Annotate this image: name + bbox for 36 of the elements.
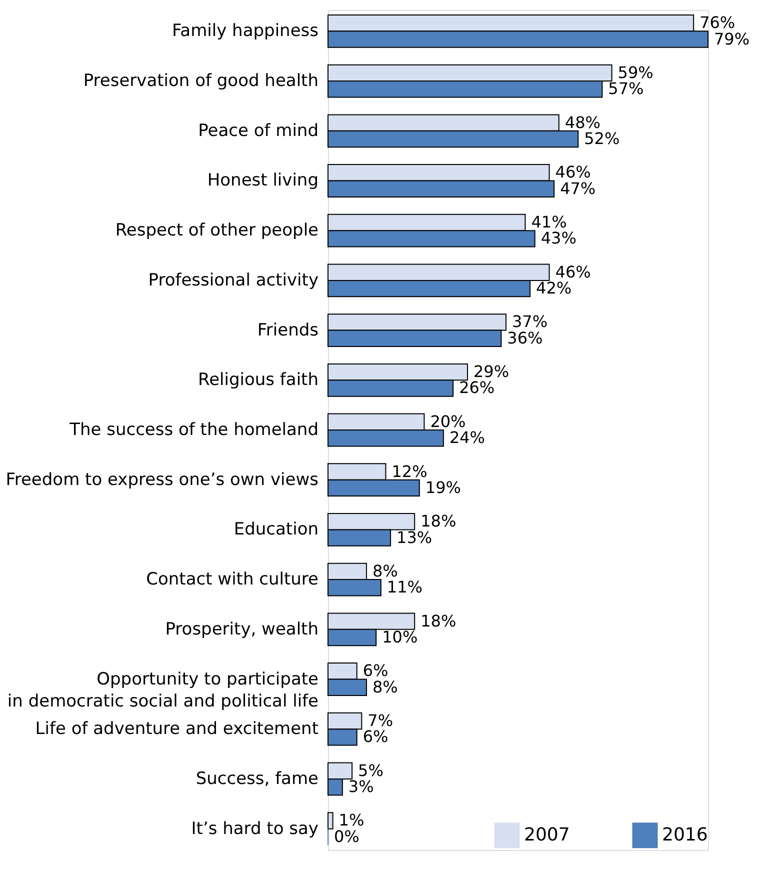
- y-tick-label: Life of adventure and excitement: [35, 719, 319, 740]
- data-label: 43%: [540, 228, 576, 248]
- y-tick-label: Prosperity, wealth: [165, 619, 318, 640]
- y-tick-label: Freedom to express one’s own views: [6, 470, 319, 490]
- y-tick-label: Peace of mind: [198, 120, 318, 141]
- y-tick-label: Family happiness: [172, 21, 319, 42]
- legend-label: 2007: [524, 824, 570, 846]
- y-tick-label: Religious faith: [198, 370, 318, 390]
- y-tick-label: Professional activity: [148, 270, 318, 290]
- y-tick-label: Education: [234, 520, 318, 540]
- y-tick-label: It’s hard to say: [191, 818, 318, 839]
- data-label: 11%: [386, 578, 422, 597]
- y-tick-label: Friends: [257, 320, 319, 340]
- y-tick-label: The success of the homeland: [68, 420, 318, 440]
- y-tick-label: Preservation of good health: [83, 71, 318, 92]
- data-label: 5%: [358, 760, 384, 780]
- data-label: 20%: [430, 412, 466, 431]
- data-label: 57%: [608, 79, 644, 98]
- data-label: 41%: [531, 212, 567, 232]
- bar: [328, 812, 334, 830]
- data-label: 19%: [425, 478, 461, 497]
- data-label: 46%: [555, 262, 591, 282]
- data-label: 12%: [392, 462, 428, 481]
- y-tick-label: Honest living: [207, 170, 318, 191]
- data-label: 59%: [618, 62, 654, 82]
- data-label: 10%: [382, 628, 418, 647]
- data-label: 42%: [536, 278, 572, 298]
- legend-label: 2016: [662, 824, 708, 846]
- data-label: 3%: [348, 777, 374, 796]
- y-tick-label: Contact with culture: [146, 570, 318, 590]
- y-tick-label: Respect of other people: [115, 220, 318, 241]
- data-label: 18%: [420, 611, 456, 630]
- data-label: 8%: [372, 561, 398, 580]
- y-tick-label: Success, fame: [196, 768, 318, 789]
- y-tick-label: Opportunity to participate in democratic social and political life: [7, 669, 318, 712]
- data-label: 24%: [449, 428, 486, 448]
